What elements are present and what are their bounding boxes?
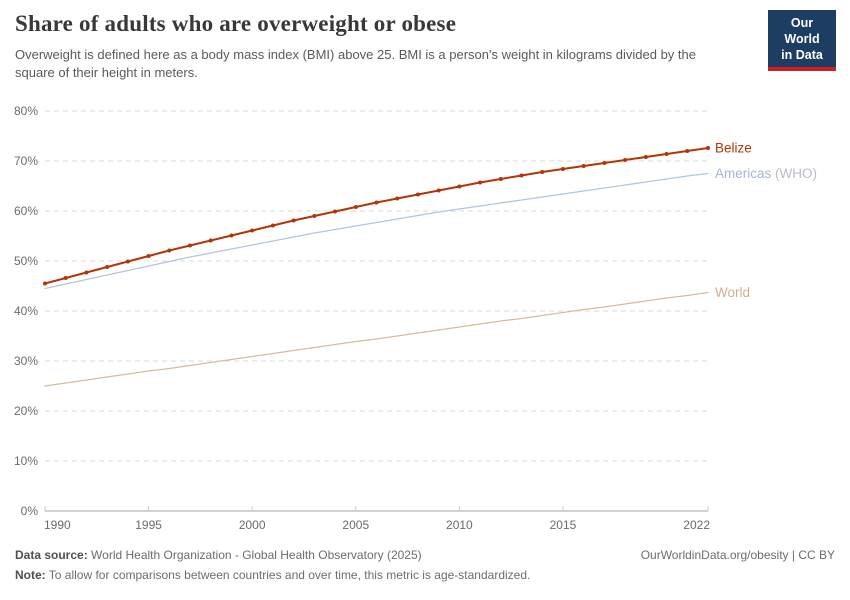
owid-logo-line2: in Data xyxy=(781,48,823,62)
series-markers-belize xyxy=(43,146,710,286)
y-tick-label-40: 40% xyxy=(14,304,38,318)
series-label-americas-who[interactable]: Americas (WHO) xyxy=(715,166,817,181)
data-source-label: Data source: xyxy=(15,548,88,562)
y-tick-label-30: 30% xyxy=(14,354,38,368)
y-tick-label-0: 0% xyxy=(21,504,39,518)
note-line: Note: To allow for comparisons between c… xyxy=(15,566,835,586)
note-text: To allow for comparisons between countri… xyxy=(45,567,531,582)
y-tick-label-20: 20% xyxy=(14,404,38,418)
series-line-americas-who[interactable] xyxy=(44,172,709,290)
note-label: Note: xyxy=(15,567,46,582)
x-tick-label-2010: 2010 xyxy=(446,518,473,532)
x-tick-label-2005: 2005 xyxy=(342,518,369,532)
chart-subtitle: Overweight is defined here as a body mas… xyxy=(15,47,696,81)
y-tick-label-70: 70% xyxy=(14,154,38,168)
x-tick-label-2000: 2000 xyxy=(239,518,266,532)
series-label-belize[interactable]: Belize xyxy=(715,141,752,156)
x-tick-label-2022: 2022 xyxy=(683,518,710,532)
chart-footer: Data source: World Health Organization -… xyxy=(15,546,835,586)
series-label-world[interactable]: World xyxy=(715,285,750,300)
owid-link[interactable]: OurWorldinData.org/obesity | CC BY xyxy=(640,548,835,562)
data-source-line: Data source: World Health Organization -… xyxy=(15,546,835,566)
owid-logo-line1: Our World xyxy=(784,16,820,46)
data-source-text: World Health Organization - Global Healt… xyxy=(87,548,422,562)
series-line-world[interactable] xyxy=(44,291,709,387)
series-line-belize[interactable] xyxy=(44,147,709,285)
y-tick-label-60: 60% xyxy=(14,204,38,218)
y-tick-label-10: 10% xyxy=(14,454,38,468)
owid-logo: Our World in Data xyxy=(768,10,836,71)
x-tick-label-1995: 1995 xyxy=(135,518,162,532)
x-tick-label-2015: 2015 xyxy=(550,518,577,532)
chart-title: Share of adults who are overweight or ob… xyxy=(15,11,457,36)
y-tick-label-50: 50% xyxy=(14,254,38,268)
chart-header: Share of adults who are overweight or ob… xyxy=(15,11,705,82)
y-tick-label-80: 80% xyxy=(14,104,38,118)
x-tick-label-1990: 1990 xyxy=(44,518,71,532)
